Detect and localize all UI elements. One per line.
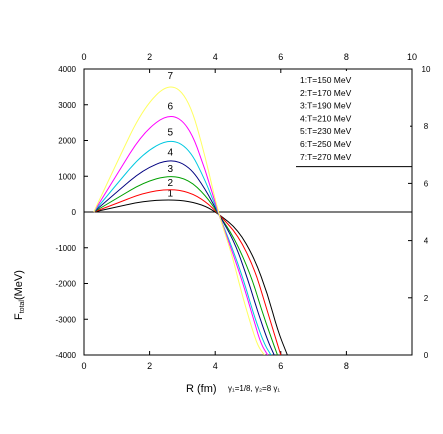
bottom-x-tick-label: 8 [344,361,349,371]
legend-box [296,71,410,167]
legend-entry: 4:T=210 MeV [300,113,352,123]
top-x-tick-label: 6 [278,52,283,62]
right-tick-label: 10 [422,65,431,74]
right-tick-label: 2 [424,294,429,303]
legend-entry: 2:T=170 MeV [300,88,352,98]
series-line-2 [93,189,282,355]
y-tick-label: -3000 [56,315,77,324]
y-tick-label: -1000 [56,244,77,253]
curve-label-7: 7 [167,71,173,82]
series-line-4 [93,160,275,355]
legend-entry: 7:T=270 MeV [300,152,352,162]
curve-label-6: 6 [167,102,173,113]
right-tick-label: 4 [424,237,429,246]
y-axis-label-main: F [13,313,25,320]
bottom-x-tick-label: 0 [81,361,86,371]
y-tick-label: -4000 [56,351,77,360]
top-x-tick-label: 4 [213,52,218,62]
legend-entry: 6:T=250 MeV [300,139,352,149]
series-line-5 [93,140,272,355]
top-x-tick-label: 0 [81,52,86,62]
series-line-6 [93,116,269,355]
top-x-tick-label: 10 [407,52,417,62]
x-axis-label: R (fm) [186,383,217,395]
bottom-x-tick-label: 4 [213,361,218,371]
y-axis-label-unit: (MeV) [13,270,25,300]
y-tick-label: 3000 [58,101,76,110]
top-x-tick-label: 2 [147,52,152,62]
right-tick-label: 6 [424,179,429,188]
curve-label-3: 3 [167,164,173,175]
y-tick-label: 2000 [58,137,76,146]
y-tick-label: 4000 [58,65,76,74]
series-line-1 [93,199,288,355]
y-tick-label: 1000 [58,172,76,181]
top-x-tick-label: 8 [344,52,349,62]
y-tick-label: 0 [72,208,77,217]
legend-entry: 1:T=150 MeV [300,75,352,85]
series-line-3 [93,176,278,355]
curve-label-5: 5 [167,127,173,138]
y-axis-label-sub: total [19,300,26,314]
curve-label-2: 2 [167,178,173,189]
right-tick-label: 0 [424,351,429,360]
annotation: γ₁=1/8, γ₂=8 γ₁ [228,384,280,393]
series-line-7 [93,86,265,355]
bottom-x-tick-label: 6 [278,361,283,371]
legend-entry: 5:T=230 MeV [300,126,352,136]
legend-entry: 3:T=190 MeV [300,101,352,111]
curve-label-4: 4 [167,148,173,159]
bottom-x-tick-label: 2 [147,361,152,371]
y-axis-label: Ftotal(MeV) [13,270,26,320]
right-tick-label: 8 [424,122,429,131]
curve-label-1: 1 [167,188,173,199]
y-tick-label: -2000 [56,280,77,289]
